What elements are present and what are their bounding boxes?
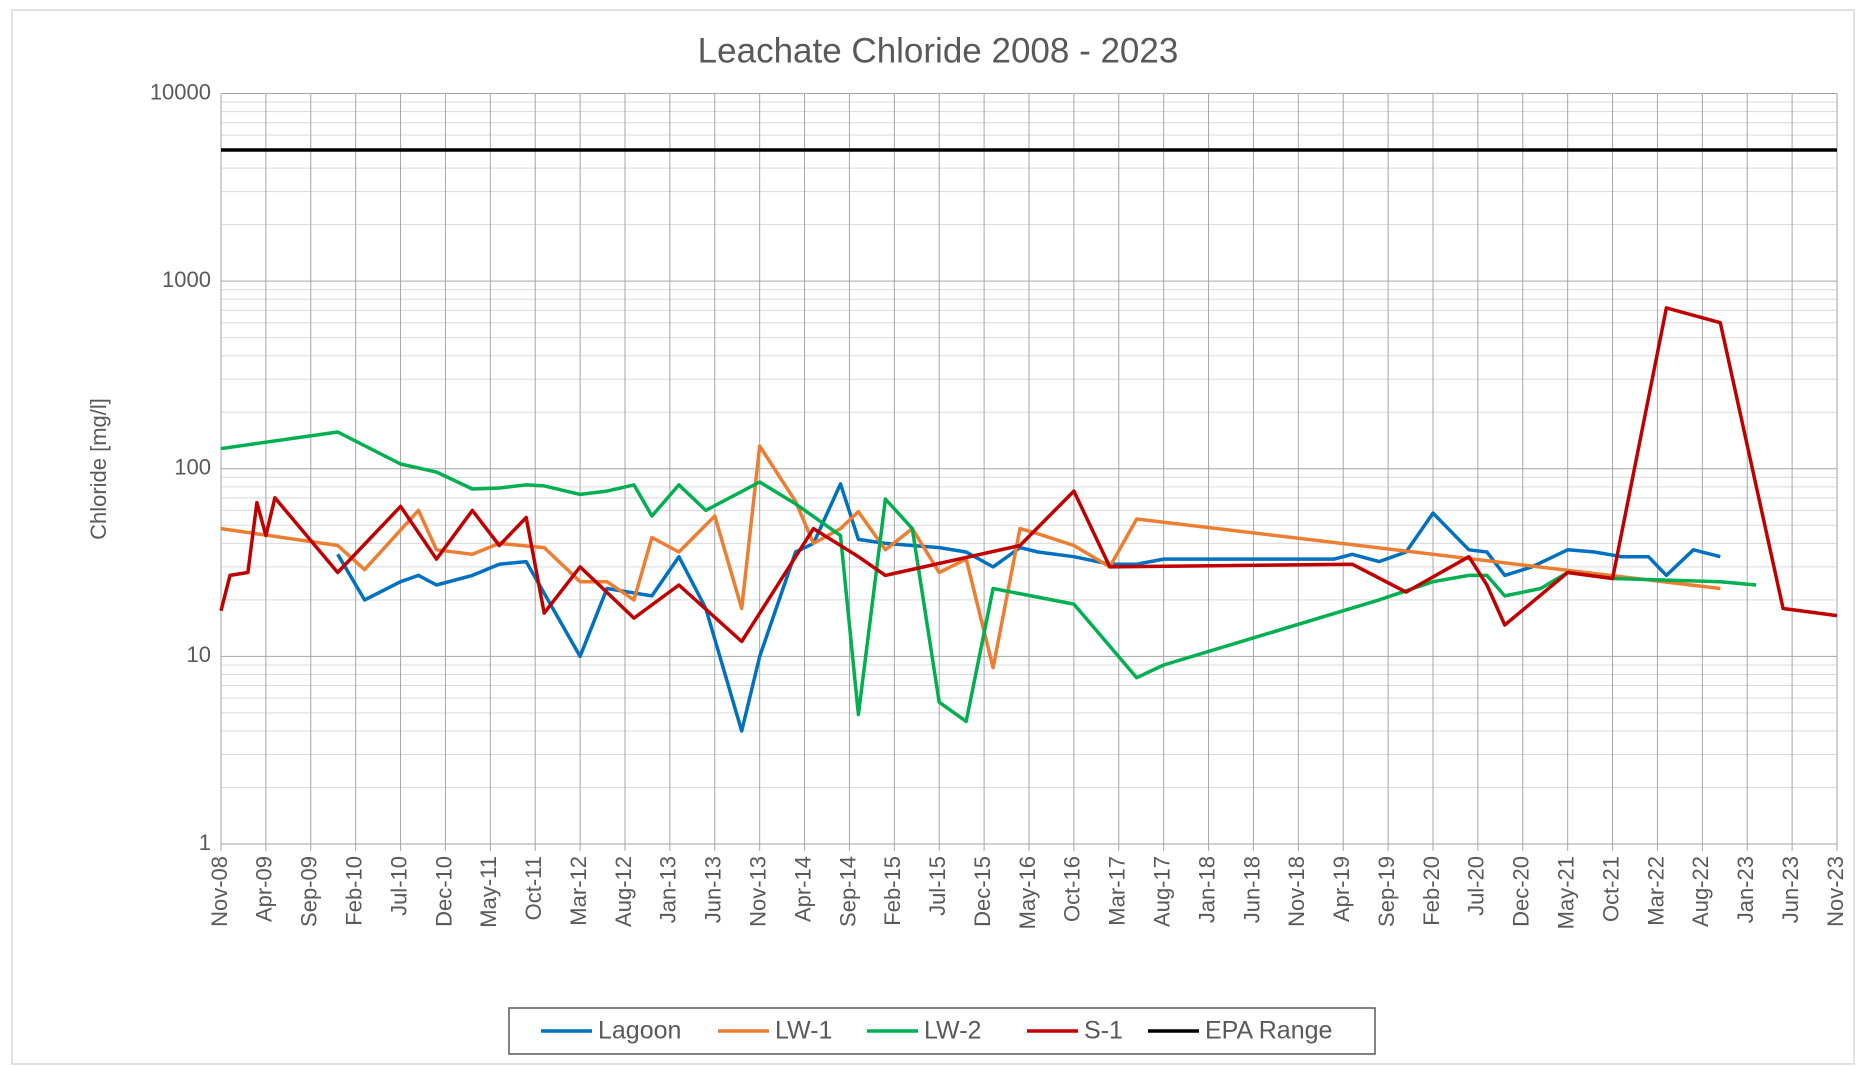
x-tick-label: Nov-08 bbox=[207, 856, 232, 927]
x-tick-label: Mar-22 bbox=[1643, 856, 1668, 926]
chart-frame bbox=[11, 9, 1855, 1065]
x-tick-label: May-11 bbox=[476, 856, 501, 928]
x-tick-label: Nov-13 bbox=[745, 856, 770, 927]
x-tick-label: Dec-20 bbox=[1509, 856, 1534, 927]
x-tick-label: Apr-14 bbox=[790, 856, 815, 922]
legend-label: LW-1 bbox=[775, 1017, 832, 1045]
x-tick-label: Oct-11 bbox=[521, 856, 546, 920]
series-line bbox=[336, 482, 1721, 733]
x-tick-label: Feb-15 bbox=[880, 856, 905, 926]
x-tick-label: May-16 bbox=[1015, 856, 1040, 929]
x-tick-label: Dec-10 bbox=[431, 856, 456, 927]
x-tick-label: Apr-19 bbox=[1329, 856, 1354, 922]
series-line bbox=[219, 306, 1838, 644]
x-tick-label: Nov-18 bbox=[1284, 856, 1309, 927]
x-tick-label: Mar-12 bbox=[566, 856, 591, 926]
x-tick-label: Aug-22 bbox=[1688, 856, 1713, 927]
legend-label: Lagoon bbox=[598, 1017, 681, 1045]
y-tick-label: 100 bbox=[174, 455, 211, 480]
x-tick-label: Feb-20 bbox=[1419, 856, 1444, 926]
x-tick-label: Jul-20 bbox=[1464, 856, 1489, 916]
y-tick-label: 1 bbox=[199, 830, 211, 855]
x-tick-label: Aug-17 bbox=[1149, 856, 1174, 927]
x-tick-label: Jun-13 bbox=[701, 856, 726, 923]
x-tick-label: Oct-21 bbox=[1598, 856, 1623, 922]
chart-title: Leachate Chloride 2008 - 2023 bbox=[698, 31, 1179, 70]
x-tick-label: Jul-15 bbox=[925, 856, 950, 916]
x-tick-label: Jan-18 bbox=[1194, 856, 1219, 923]
x-tick-label: Aug-12 bbox=[611, 856, 636, 927]
series-line bbox=[220, 444, 1721, 670]
x-tick-label: Sep-19 bbox=[1374, 856, 1399, 927]
x-tick-label: Jun-23 bbox=[1778, 856, 1803, 923]
x-tick-label: Jan-13 bbox=[656, 856, 681, 923]
x-tick-label: Dec-15 bbox=[970, 856, 995, 927]
x-tick-label: Oct-16 bbox=[1060, 856, 1085, 922]
x-tick-label: Nov-23 bbox=[1823, 856, 1848, 927]
x-tick-label: Mar-17 bbox=[1105, 856, 1130, 926]
x-tick-label: Jan-23 bbox=[1733, 856, 1758, 923]
y-tick-label: 10000 bbox=[150, 79, 211, 104]
series-line bbox=[220, 430, 1757, 724]
legend-label: S-1 bbox=[1084, 1017, 1123, 1045]
y-axis-label: Chloride [mg/l] bbox=[86, 398, 111, 540]
x-tick-label: Sep-09 bbox=[297, 856, 322, 927]
legend-label: EPA Range bbox=[1205, 1017, 1332, 1045]
legend-box bbox=[508, 1007, 1376, 1055]
y-tick-label: 1000 bbox=[162, 267, 211, 292]
x-tick-label: May-21 bbox=[1553, 856, 1578, 929]
y-tick-label: 10 bbox=[187, 642, 211, 667]
x-tick-label: Jul-10 bbox=[386, 856, 411, 916]
x-tick-label: Feb-10 bbox=[341, 856, 366, 926]
x-tick-label: Apr-09 bbox=[252, 856, 277, 922]
legend-label: LW-2 bbox=[924, 1017, 981, 1045]
x-tick-label: Jun-18 bbox=[1239, 856, 1264, 923]
x-tick-label: Sep-14 bbox=[835, 856, 860, 927]
